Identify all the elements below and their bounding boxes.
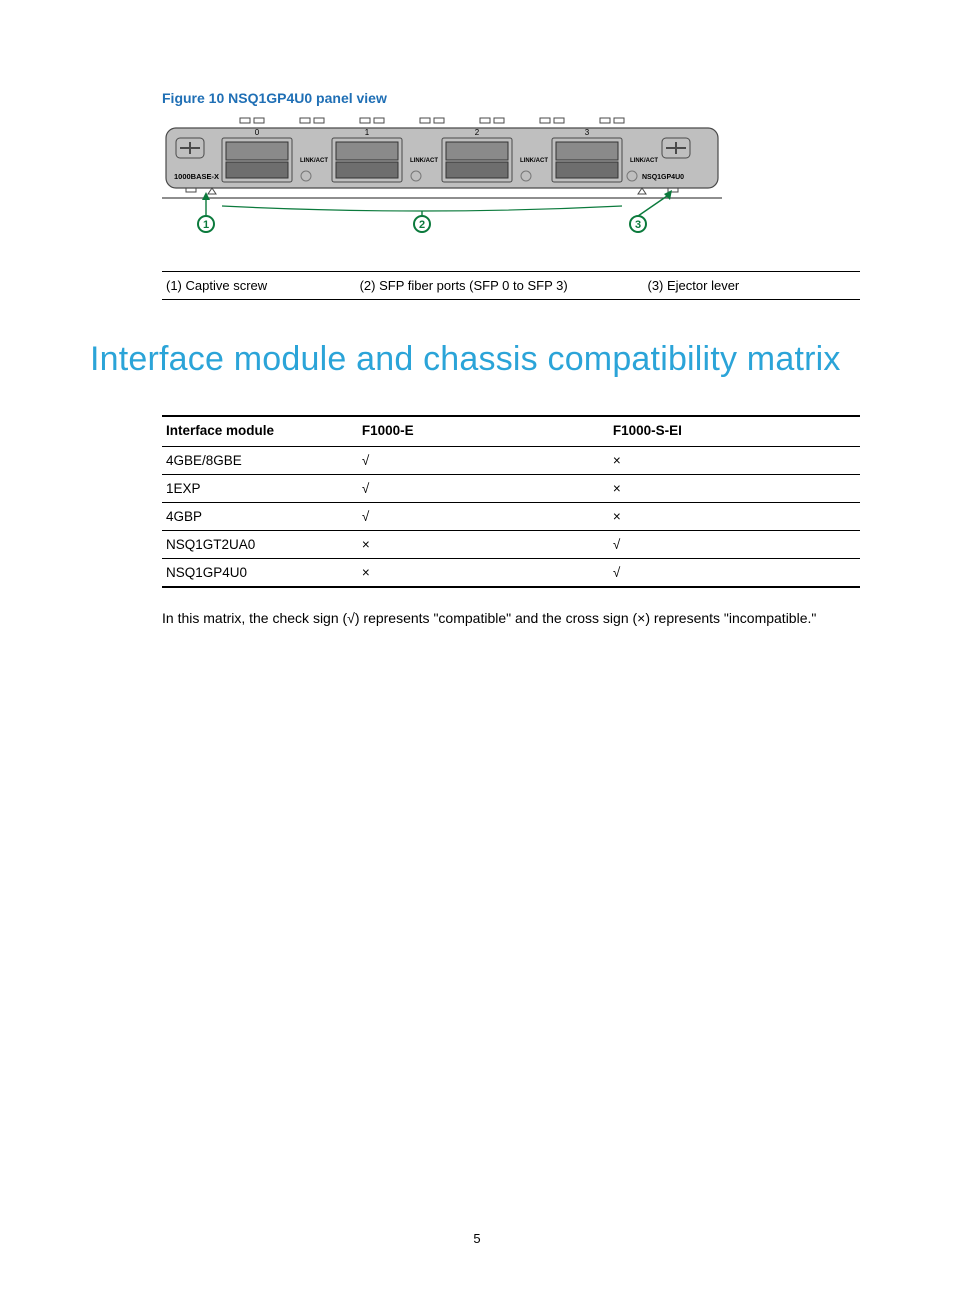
svg-text:1: 1	[203, 219, 209, 231]
legend-item-2: (2) SFP fiber ports (SFP 0 to SFP 3)	[360, 278, 648, 293]
cell-f1000sei: ×	[609, 475, 860, 503]
cell-f1000sei: ×	[609, 447, 860, 475]
cell-f1000sei: ×	[609, 503, 860, 531]
figure-caption: Figure 10 NSQ1GP4U0 panel view	[162, 90, 864, 106]
cell-f1000e: ×	[358, 559, 609, 588]
svg-text:LINK/ACT: LINK/ACT	[300, 158, 328, 164]
legend-item-3: (3) Ejector lever	[648, 278, 856, 293]
cell-f1000e: ×	[358, 531, 609, 559]
page-number: 5	[0, 1231, 954, 1246]
svg-text:LINK/ACT: LINK/ACT	[630, 158, 658, 164]
svg-text:3: 3	[635, 219, 641, 231]
cell-module: 4GBP	[162, 503, 358, 531]
table-row: NSQ1GT2UA0 × √	[162, 531, 860, 559]
cell-module: NSQ1GT2UA0	[162, 531, 358, 559]
compatibility-table: Interface module F1000-E F1000-S-EI 4GBE…	[162, 415, 860, 588]
svg-text:LINK/ACT: LINK/ACT	[520, 158, 548, 164]
cell-module: NSQ1GP4U0	[162, 559, 358, 588]
panel-label-right: NSQ1GP4U0	[642, 174, 684, 181]
table-row: 4GBE/8GBE √ ×	[162, 447, 860, 475]
header-f1000e: F1000-E	[358, 416, 609, 447]
callout-2: 2	[222, 206, 622, 232]
cell-f1000e: √	[358, 503, 609, 531]
cell-f1000e: √	[358, 475, 609, 503]
table-row: NSQ1GP4U0 × √	[162, 559, 860, 588]
svg-text:2: 2	[419, 219, 425, 231]
svg-text:0: 0	[255, 128, 260, 137]
svg-text:2: 2	[475, 128, 480, 137]
matrix-note: In this matrix, the check sign (√) repre…	[162, 608, 860, 628]
callout-3: 3	[630, 190, 672, 232]
figure-legend: (1) Captive screw (2) SFP fiber ports (S…	[162, 271, 860, 300]
panel-svg: 1000BASE-X NSQ1GP4U0 0 LINK/ACT 1 LINK/A…	[162, 116, 722, 256]
svg-text:LINK/ACT: LINK/ACT	[410, 158, 438, 164]
panel-diagram: 1000BASE-X NSQ1GP4U0 0 LINK/ACT 1 LINK/A…	[162, 116, 864, 261]
cell-f1000e: √	[358, 447, 609, 475]
table-row: 1EXP √ ×	[162, 475, 860, 503]
header-interface-module: Interface module	[162, 416, 358, 447]
svg-text:1: 1	[365, 128, 370, 137]
cell-module: 1EXP	[162, 475, 358, 503]
table-header-row: Interface module F1000-E F1000-S-EI	[162, 416, 860, 447]
panel-label-left: 1000BASE-X	[174, 172, 219, 181]
table-row: 4GBP √ ×	[162, 503, 860, 531]
section-title: Interface module and chassis compatibili…	[90, 340, 864, 379]
cell-module: 4GBE/8GBE	[162, 447, 358, 475]
header-f1000sei: F1000-S-EI	[609, 416, 860, 447]
cell-f1000sei: √	[609, 559, 860, 588]
cell-f1000sei: √	[609, 531, 860, 559]
legend-item-1: (1) Captive screw	[166, 278, 360, 293]
svg-text:3: 3	[585, 128, 590, 137]
